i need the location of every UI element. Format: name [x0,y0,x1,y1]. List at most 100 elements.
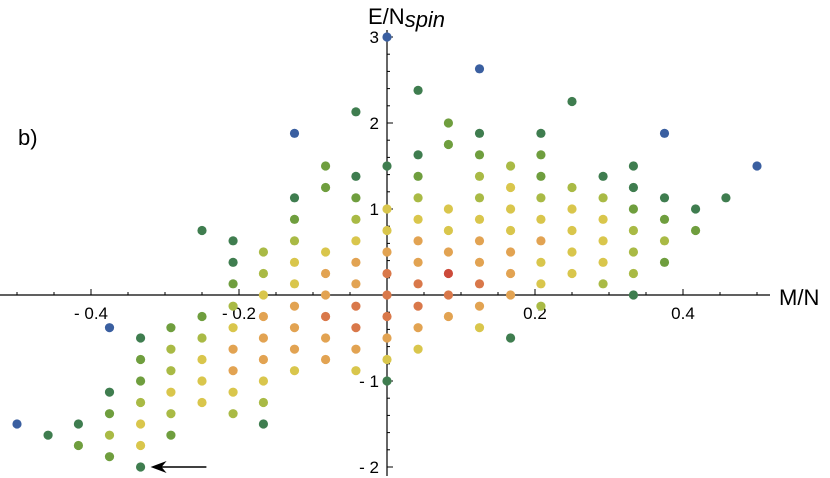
data-point [104,323,115,333]
data-point [166,387,176,397]
data-point [12,419,22,429]
data-point [536,150,546,160]
data-point [166,344,176,354]
data-point [197,397,207,408]
x-axis-title: M/N [779,285,819,310]
data-point [351,257,361,267]
data-point [567,268,577,279]
data-point [320,290,331,300]
y-tick-label: - 2 [359,458,379,477]
y-axis-title: E/Nspin [368,4,445,32]
y-axis-title-sub: spin [405,7,445,32]
data-point [135,419,146,429]
data-point [505,182,516,193]
data-point [228,366,238,376]
data-point [258,354,269,365]
data-point [351,301,361,311]
data-point [505,204,516,214]
data-point [536,236,546,246]
data-point [659,257,670,267]
data-point [197,225,207,236]
data-point [320,182,331,193]
data-point [382,247,392,257]
data-point [690,225,701,236]
data-point [289,344,300,354]
data-point [351,279,361,289]
data-point [382,354,392,365]
data-point [567,182,577,193]
data-point [443,247,454,257]
data-point [474,171,485,181]
data-point [228,409,238,419]
data-point [413,301,423,311]
data-point [351,344,361,354]
data-point [690,204,701,214]
data-point [228,323,238,333]
y-tick-label: 2 [370,114,379,133]
data-point [598,171,608,181]
data-point [228,236,238,246]
data-point [536,171,546,181]
data-point [536,128,546,138]
data-point [43,430,53,440]
data-point [104,387,115,397]
data-point [104,409,115,419]
data-point [258,397,269,408]
data-point [474,301,485,311]
data-point [382,333,392,343]
data-point [382,225,392,236]
data-point [258,333,269,343]
data-point [351,236,361,246]
data-point [443,118,454,128]
data-point [197,311,207,322]
x-tick-label: - 0.2 [222,304,256,323]
data-point [443,225,454,236]
data-point [505,268,516,279]
data-point [413,171,423,181]
panel-label: b) [18,125,38,150]
data-point [413,85,423,95]
data-point [659,128,670,138]
data-point [289,214,300,224]
data-point [258,268,269,279]
data-point [567,247,577,257]
data-point [382,32,392,42]
y-axis-title-main: E/N [368,4,405,29]
data-point [351,214,361,224]
data-point [135,376,146,386]
data-point [382,268,392,279]
data-point [289,128,300,138]
data-point [258,247,269,257]
data-point [289,257,300,267]
y-tick-label: 1 [370,200,379,219]
data-point [505,333,516,343]
data-point [413,257,423,267]
data-point [721,193,731,203]
data-point [197,354,207,365]
data-point [505,161,516,171]
data-point [443,268,454,279]
data-point [289,323,300,333]
data-point [536,279,546,289]
x-tick-label: - 0.4 [74,304,108,323]
data-point [598,236,608,246]
data-point [382,376,392,386]
data-point [320,311,331,322]
data-point [413,214,423,224]
data-point [659,193,670,203]
marker-arrow [150,461,207,473]
data-point [228,387,238,397]
data-point [413,323,423,333]
data-point [258,290,269,300]
data-point [598,214,608,224]
data-point [474,193,485,203]
data-point [474,150,485,160]
data-point [628,204,639,214]
data-point [382,204,392,214]
data-point [628,161,639,171]
y-tick-label: 3 [370,28,379,47]
data-point [443,290,454,300]
data-point [166,409,176,419]
data-point [135,354,146,365]
